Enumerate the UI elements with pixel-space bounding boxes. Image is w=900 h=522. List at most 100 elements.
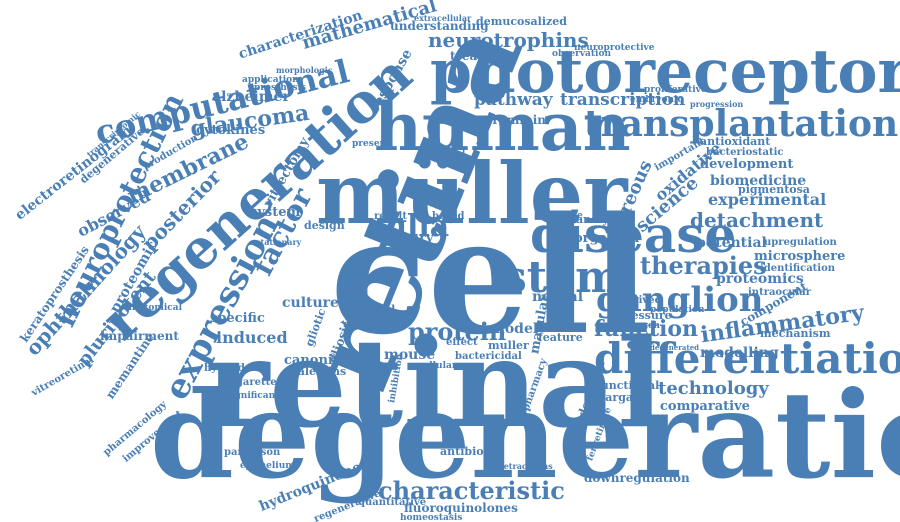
cloud-word: based [432, 211, 465, 222]
cloud-word: parkinson [224, 447, 281, 458]
cloud-word: design [304, 219, 345, 232]
cloud-word: observation [552, 49, 612, 59]
cloud-word: modelling [700, 345, 779, 361]
cloud-word: neurotrophins [428, 28, 589, 52]
cloud-word: feline [358, 315, 394, 328]
cloud-word: transcription [560, 90, 686, 110]
cloud-word: homeostasis [400, 513, 463, 522]
cloud-word: neuroprotective [574, 43, 655, 53]
cloud-word: bactericidal [455, 351, 522, 362]
cloud-word: muller [488, 339, 529, 352]
cloud-word: development [700, 157, 794, 172]
cloud-word: cell [330, 182, 651, 370]
cloud-word: progression [690, 99, 744, 109]
cloud-word: system [250, 205, 301, 220]
cloud-word: canonical [284, 353, 355, 368]
cloud-word: extracellular [414, 13, 472, 23]
cloud-word: significant [226, 391, 280, 401]
cloud-word: culture [282, 295, 339, 311]
cloud-word: müller [316, 144, 628, 243]
cloud-word: galectins [290, 365, 347, 378]
cloud-word: delivery [376, 231, 434, 246]
cloud-word: degenerated [650, 343, 700, 352]
cloud-word: application [242, 75, 299, 85]
cloud-word: comparative [660, 399, 750, 414]
cloud-word: induced [216, 328, 288, 347]
cloud-word: mouse [384, 347, 436, 363]
cloud-word: research [616, 321, 660, 331]
cloud-word: embryonic [630, 95, 683, 105]
cloud-word: stargardt [594, 391, 652, 404]
cloud-word: pathway [474, 90, 553, 110]
cloud-word: result [374, 211, 407, 222]
cloud-word: experimental [708, 190, 827, 209]
cloud-word: tetracyclins [500, 461, 553, 471]
cloud-word: fluoroquinolones [404, 501, 518, 515]
cloud-word: understanding [390, 19, 489, 33]
cloud-word: protein [408, 317, 507, 346]
cloud-word: pressure [618, 309, 672, 322]
cloud-word: function [594, 316, 699, 342]
cloud-word: anatomical [126, 303, 183, 313]
cloud-word: identification [760, 263, 836, 274]
cloud-word: glial [368, 303, 396, 316]
cloud-word: survival [330, 351, 374, 362]
cloud-word: pigmentosa [738, 183, 810, 196]
cloud-word: treatment [450, 49, 518, 63]
cloud-word: demucosalized [476, 15, 567, 28]
cloud-word: intraocular [748, 287, 812, 298]
cloud-word: model [490, 321, 539, 337]
cloud-word: potential [696, 235, 767, 251]
cloud-word: epithelium [240, 461, 295, 471]
cloud-word: proteomics [716, 271, 804, 287]
cloud-word: hyaloid [204, 363, 245, 374]
cloud-word: leucine [546, 211, 583, 221]
cloud-word: proliferative [644, 85, 707, 95]
cloud-word: cytokines [196, 123, 266, 138]
cloud-word: organoid [574, 231, 640, 246]
cloud-word: bacteriostatic [706, 147, 784, 158]
cloud-word: neuronal [420, 149, 466, 159]
cloud-word: glia [386, 209, 450, 244]
cloud-word: downregulation [584, 471, 690, 485]
cloud-word: feature [538, 331, 583, 344]
cloud-word: present [352, 139, 391, 149]
cloud-word: morphologic [276, 65, 333, 75]
cloud-word: antibiotic [440, 445, 500, 458]
cloud-word: transplantation [584, 103, 899, 145]
cloud-word: human [374, 88, 631, 166]
cloud-word: vitreoretinal [29, 354, 96, 399]
cloud-word: therapies [640, 251, 767, 280]
cloud-word: ganglion [596, 280, 764, 320]
cloud-word: quantitative [358, 497, 427, 508]
cloud-word: analysis [576, 213, 626, 226]
cloud-word: degeneration [150, 365, 900, 506]
cloud-word: biomedicine [710, 173, 807, 189]
cloud-word: specific [210, 311, 265, 326]
cloud-word: population [650, 305, 705, 315]
cloud-word: detachment [690, 208, 824, 232]
cloud-word: derived [620, 295, 662, 306]
cloud-word: zipper [354, 321, 390, 332]
cloud-word: antioxidant [700, 135, 771, 148]
cloud-word: neural [532, 289, 584, 305]
cloud-word: prosthesis [254, 83, 307, 93]
cloud-word: functional [596, 379, 660, 392]
cloud-word: impairment [100, 329, 179, 343]
cloud-word: cigarette [226, 377, 277, 388]
cloud-word: alzheimer [212, 89, 290, 105]
cloud-word: effect [446, 337, 478, 348]
cloud-word: microsphere [754, 249, 846, 264]
cloud-word: technology [658, 378, 769, 399]
cloud-word: stationary [256, 237, 302, 247]
cloud-word: cellular [418, 361, 457, 371]
cloud-word: mechanism [760, 327, 831, 340]
cloud-word: retinal [205, 311, 664, 455]
cloud-word: photoreceptor [430, 37, 900, 107]
cloud-word: disease [530, 205, 737, 264]
cloud-word: prominin [484, 113, 546, 127]
cloud-word: differentiation [594, 334, 900, 383]
cloud-word: characteristic [378, 476, 565, 505]
cloud-word: upregulation [764, 237, 837, 248]
